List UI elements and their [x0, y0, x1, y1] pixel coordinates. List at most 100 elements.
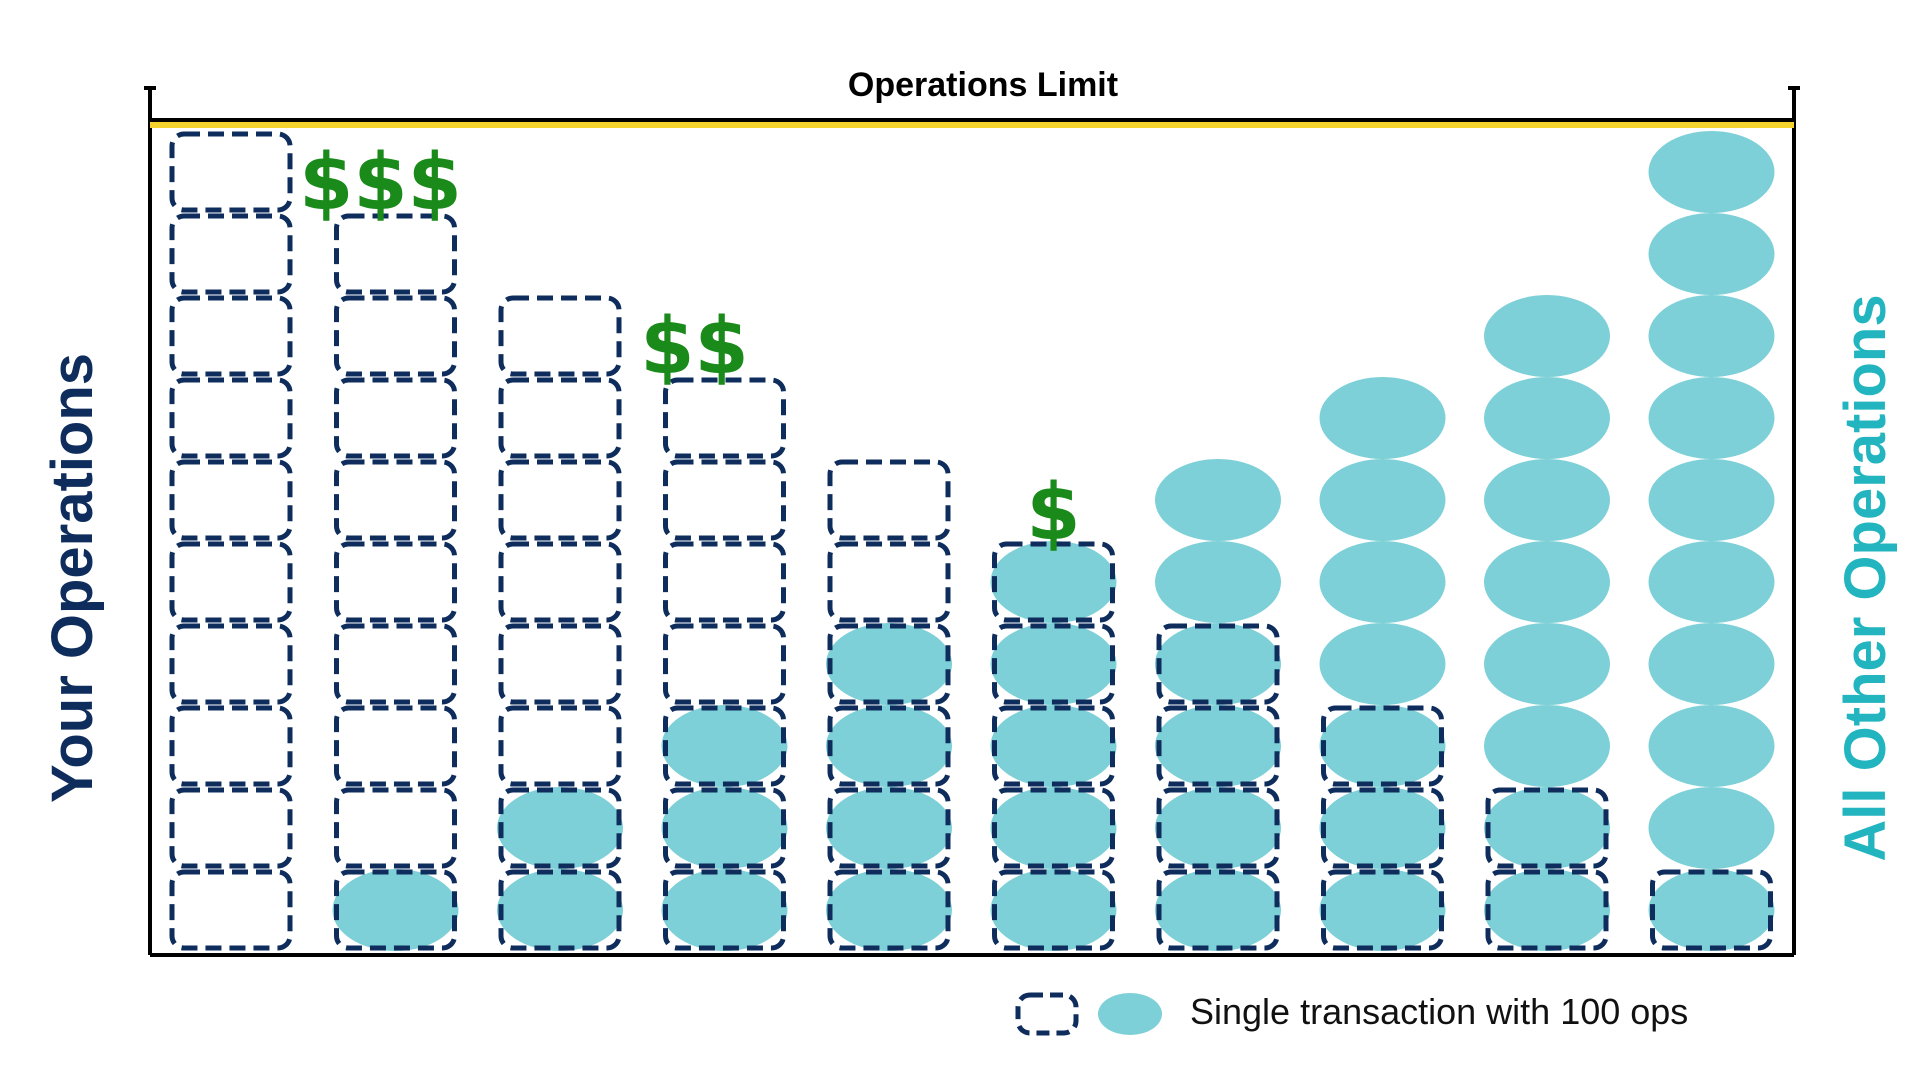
- other-ops-block: [1648, 623, 1775, 705]
- other-ops-block: [826, 787, 952, 869]
- your-ops-block: [498, 623, 622, 705]
- other-ops-block: [497, 787, 623, 869]
- your-ops-block: [169, 377, 293, 459]
- your-operations-label: Your Operations: [40, 353, 105, 803]
- other-ops-block: [1648, 541, 1775, 623]
- fee-label-6: $: [1026, 468, 1080, 558]
- your-ops-block: [498, 295, 622, 377]
- other-ops-block: [826, 869, 952, 951]
- other-ops-block: [826, 705, 952, 787]
- other-ops-block: [1319, 459, 1446, 541]
- your-ops-block: [992, 541, 1115, 623]
- other-ops-block: [1484, 541, 1610, 623]
- your-ops-block: [663, 541, 786, 623]
- your-ops-block: [498, 705, 622, 787]
- fee-labels-group: $$$$$$: [299, 138, 1081, 558]
- other-ops-block: [1319, 705, 1446, 787]
- other-ops-block: [1319, 787, 1446, 869]
- your-ops-block: [1321, 705, 1444, 787]
- other-ops-block: [1155, 705, 1281, 787]
- other-ops-block: [1484, 623, 1610, 705]
- your-ops-block: [663, 787, 786, 869]
- your-ops-block: [169, 295, 293, 377]
- legend-your-ops-swatch: [1015, 992, 1079, 1036]
- your-ops-block: [334, 213, 457, 295]
- column-1: [169, 131, 293, 951]
- your-ops-block: [1485, 869, 1609, 951]
- other-ops-block: [1484, 295, 1610, 377]
- your-ops-block: [1156, 623, 1280, 705]
- your-ops-block: [334, 295, 457, 377]
- other-ops-block: [990, 705, 1117, 787]
- chart-frame: [144, 86, 1800, 957]
- your-ops-block: [169, 623, 293, 705]
- your-ops-block: [663, 623, 786, 705]
- column-7: [1155, 459, 1281, 951]
- other-ops-block: [1319, 377, 1446, 459]
- other-ops-block: [1648, 295, 1775, 377]
- your-ops-block: [992, 869, 1115, 951]
- other-ops-block: [1648, 787, 1775, 869]
- other-ops-block: [990, 787, 1117, 869]
- other-ops-block: [990, 623, 1117, 705]
- your-ops-block: [169, 787, 293, 869]
- your-ops-block: [992, 705, 1115, 787]
- your-ops-block: [334, 705, 457, 787]
- your-ops-block: [498, 459, 622, 541]
- other-ops-block: [1648, 131, 1775, 213]
- column-10: [1648, 131, 1775, 951]
- your-ops-block: [1156, 787, 1280, 869]
- other-ops-block: [1319, 541, 1446, 623]
- your-ops-block: [169, 705, 293, 787]
- other-ops-block: [990, 869, 1117, 951]
- your-ops-block: [827, 459, 951, 541]
- other-ops-block: [1648, 705, 1775, 787]
- your-ops-block: [827, 869, 951, 951]
- column-9: [1484, 295, 1610, 951]
- column-8: [1319, 377, 1446, 951]
- your-ops-block: [992, 623, 1115, 705]
- your-ops-block: [169, 541, 293, 623]
- other-ops-block: [1484, 787, 1610, 869]
- columns-group: [169, 131, 1775, 951]
- column-4: [661, 377, 788, 951]
- your-ops-block: [663, 377, 786, 459]
- other-ops-block: [1484, 377, 1610, 459]
- other-ops-block: [661, 869, 788, 951]
- other-ops-block: [1319, 623, 1446, 705]
- your-ops-block: [827, 541, 951, 623]
- column-6: [990, 541, 1117, 951]
- your-ops-block: [498, 541, 622, 623]
- your-ops-block: [334, 623, 457, 705]
- your-ops-block: [498, 869, 622, 951]
- other-ops-block: [1648, 869, 1775, 951]
- your-ops-block: [334, 541, 457, 623]
- your-ops-block: [169, 131, 293, 213]
- your-ops-block: [827, 787, 951, 869]
- legend-other-ops-swatch: [1098, 993, 1162, 1035]
- other-ops-block: [1484, 705, 1610, 787]
- your-ops-block: [827, 623, 951, 705]
- other-ops-block: [661, 705, 788, 787]
- other-ops-block: [1484, 869, 1610, 951]
- your-ops-block: [1485, 787, 1609, 869]
- all-other-operations-label: All Other Operations: [1833, 294, 1898, 861]
- other-ops-block: [497, 869, 623, 951]
- your-ops-block: [1156, 869, 1280, 951]
- other-ops-block: [1648, 377, 1775, 459]
- column-2: [332, 213, 459, 951]
- your-ops-block: [1156, 705, 1280, 787]
- other-ops-block: [826, 623, 952, 705]
- column-3: [497, 295, 623, 951]
- limit-highlight: [150, 120, 1794, 128]
- other-ops-block: [1155, 787, 1281, 869]
- your-ops-block: [992, 787, 1115, 869]
- your-ops-block: [663, 705, 786, 787]
- other-ops-block: [1484, 459, 1610, 541]
- your-ops-block: [498, 377, 622, 459]
- your-ops-block: [827, 705, 951, 787]
- your-ops-block: [334, 869, 457, 951]
- other-ops-block: [1319, 869, 1446, 951]
